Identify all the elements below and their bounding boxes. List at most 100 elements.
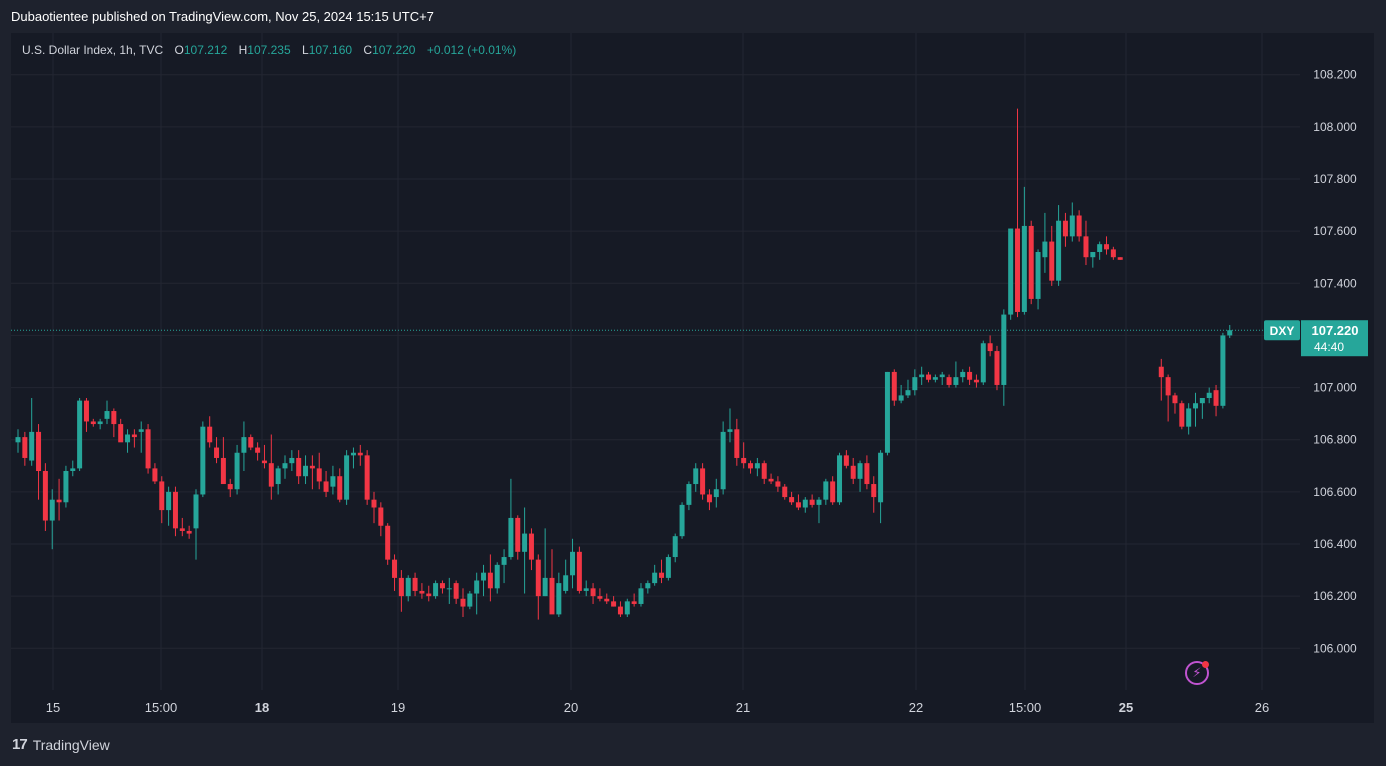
candle-body[interactable]: [891, 371, 897, 401]
candle-body[interactable]: [816, 499, 822, 505]
candle-body[interactable]: [467, 593, 473, 607]
candle-body[interactable]: [1076, 215, 1082, 237]
candle-body[interactable]: [570, 551, 576, 576]
candle-body[interactable]: [494, 564, 500, 589]
candle-body[interactable]: [1110, 249, 1116, 258]
candle-body[interactable]: [97, 421, 103, 425]
candle-body[interactable]: [42, 471, 48, 521]
candle-body[interactable]: [638, 588, 644, 604]
candle-body[interactable]: [289, 457, 295, 464]
candle-body[interactable]: [1213, 390, 1219, 406]
candle-body[interactable]: [125, 434, 131, 443]
candle-body[interactable]: [1049, 241, 1055, 281]
candle-body[interactable]: [679, 504, 685, 537]
candle-body[interactable]: [56, 499, 62, 503]
candle-body[interactable]: [659, 572, 665, 578]
candle-body[interactable]: [953, 377, 959, 385]
candle-body[interactable]: [186, 530, 192, 534]
candle-body[interactable]: [159, 481, 165, 511]
candle-body[interactable]: [145, 429, 151, 469]
candle-body[interactable]: [193, 494, 199, 529]
candle-body[interactable]: [652, 572, 658, 584]
candle-body[interactable]: [268, 463, 274, 487]
candle-body[interactable]: [1117, 257, 1123, 260]
candle-body[interactable]: [70, 468, 76, 471]
candle-body[interactable]: [330, 476, 336, 487]
candle-body[interactable]: [761, 463, 767, 479]
candle-body[interactable]: [1158, 366, 1164, 378]
candle-body[interactable]: [15, 437, 21, 443]
candle-body[interactable]: [487, 572, 493, 589]
candle-body[interactable]: [631, 601, 637, 604]
candle-body[interactable]: [255, 447, 261, 453]
candle-body[interactable]: [590, 588, 596, 597]
candle-body[interactable]: [1172, 395, 1178, 404]
candle-body[interactable]: [535, 559, 541, 597]
candle-body[interactable]: [241, 437, 247, 453]
candle-body[interactable]: [1179, 403, 1185, 427]
candle-body[interactable]: [542, 577, 548, 597]
candle-body[interactable]: [316, 468, 322, 482]
candle-body[interactable]: [1199, 398, 1205, 404]
candle-body[interactable]: [303, 465, 309, 477]
candle-body[interactable]: [405, 577, 411, 597]
candle-body[interactable]: [118, 424, 124, 443]
candle-body[interactable]: [700, 468, 706, 495]
candle-body[interactable]: [693, 468, 699, 485]
candle-body[interactable]: [843, 455, 849, 466]
candle-body[interactable]: [864, 463, 870, 485]
candle-body[interactable]: [727, 429, 733, 432]
candle-body[interactable]: [994, 351, 1000, 385]
candle-body[interactable]: [36, 431, 42, 471]
candle-body[interactable]: [282, 463, 288, 469]
candle-body[interactable]: [686, 484, 692, 505]
candle-body[interactable]: [296, 457, 302, 477]
candle-body[interactable]: [22, 437, 28, 458]
candle-body[interactable]: [768, 478, 774, 482]
candle-body[interactable]: [967, 371, 973, 380]
candle-body[interactable]: [850, 465, 856, 479]
candle-body[interactable]: [713, 489, 719, 498]
candle-body[interactable]: [481, 572, 487, 581]
candle-body[interactable]: [830, 481, 836, 503]
candle-body[interactable]: [611, 601, 617, 607]
candle-body[interactable]: [364, 455, 370, 500]
candle-body[interactable]: [412, 577, 418, 591]
candle-body[interactable]: [782, 486, 788, 498]
candle-body[interactable]: [837, 455, 843, 503]
candle-body[interactable]: [261, 460, 267, 464]
candle-body[interactable]: [563, 575, 569, 591]
candle-body[interactable]: [309, 465, 315, 469]
candle-body[interactable]: [392, 559, 398, 578]
chart-panel[interactable]: [11, 33, 1374, 723]
candle-body[interactable]: [138, 429, 144, 432]
candle-body[interactable]: [200, 426, 206, 495]
candle-body[interactable]: [515, 517, 521, 552]
candle-body[interactable]: [248, 437, 254, 448]
candle-body[interactable]: [1008, 228, 1014, 315]
candle-body[interactable]: [926, 374, 932, 380]
candle-body[interactable]: [789, 497, 795, 503]
candle-body[interactable]: [576, 551, 582, 591]
candle-body[interactable]: [234, 452, 240, 490]
candle-body[interactable]: [1035, 252, 1041, 299]
candle-body[interactable]: [501, 557, 507, 565]
candle-body[interactable]: [357, 452, 363, 456]
candle-body[interactable]: [172, 491, 178, 529]
candle-body[interactable]: [980, 343, 986, 383]
candle-body[interactable]: [460, 598, 466, 607]
candle-body[interactable]: [1227, 330, 1233, 336]
candle-body[interactable]: [1165, 377, 1171, 396]
candle-body[interactable]: [973, 379, 979, 383]
candle-body[interactable]: [111, 411, 117, 425]
candle-body[interactable]: [1083, 236, 1089, 258]
candle-body[interactable]: [1001, 314, 1007, 385]
candle-body[interactable]: [1056, 220, 1062, 281]
candle-body[interactable]: [350, 452, 356, 456]
footer-brand[interactable]: 17 TradingView: [12, 736, 110, 753]
candle-body[interactable]: [754, 463, 760, 469]
candle-body[interactable]: [857, 463, 863, 479]
candle-body[interactable]: [939, 374, 945, 378]
candle-body[interactable]: [419, 590, 425, 594]
candle-body[interactable]: [960, 371, 966, 378]
